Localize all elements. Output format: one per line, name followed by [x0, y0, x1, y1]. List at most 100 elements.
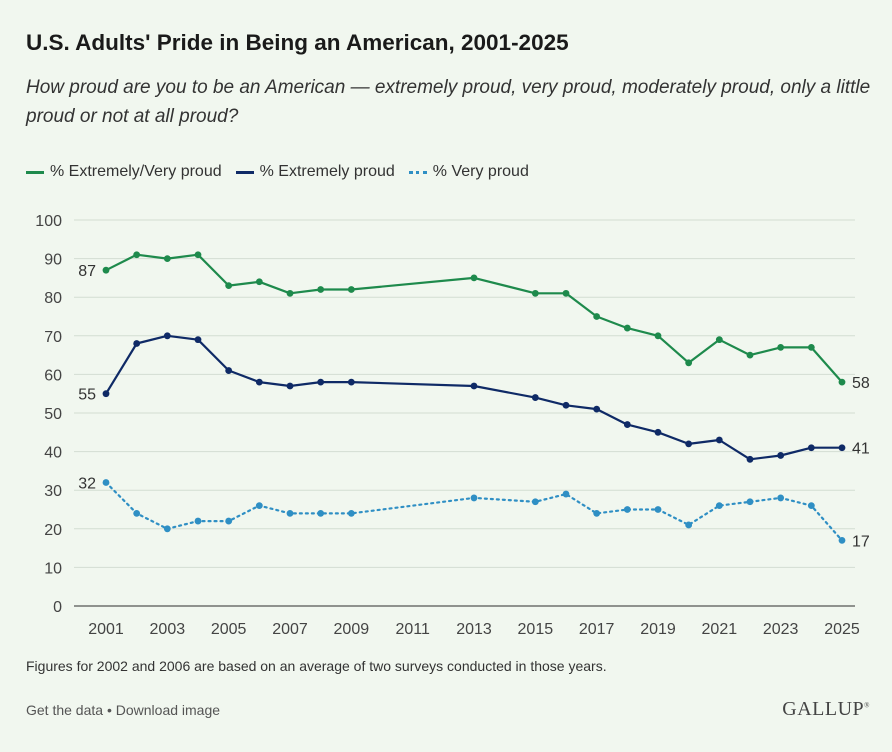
data-point: [623, 506, 631, 513]
legend-swatch-extremely-very: [26, 170, 44, 174]
data-point: [838, 536, 846, 544]
data-point: [102, 390, 110, 398]
data-point: [654, 428, 662, 436]
data-point: [194, 517, 202, 525]
y-tick-label: 40: [44, 445, 62, 462]
data-point: [225, 517, 233, 525]
data-point: [286, 289, 294, 297]
x-tick-label: 2007: [272, 621, 308, 638]
data-point: [163, 332, 171, 340]
data-point: [225, 282, 233, 290]
data-point: [593, 509, 601, 517]
x-tick-label: 2017: [579, 621, 615, 638]
y-tick-label: 10: [44, 560, 62, 577]
legend-label-very: % Very proud: [432, 163, 529, 180]
data-point: [531, 498, 539, 506]
x-tick-label: 2013: [456, 621, 492, 638]
data-point: [838, 378, 846, 386]
data-point: [531, 289, 539, 297]
data-point: [347, 378, 355, 386]
data-point: [746, 351, 754, 359]
data-point: [255, 502, 263, 510]
data-point: [562, 289, 570, 297]
x-tick-label: 2005: [211, 621, 247, 638]
data-point: [685, 521, 693, 529]
data-point: [317, 286, 325, 293]
y-tick-label: 50: [44, 406, 62, 423]
x-tick-label: 2023: [763, 621, 799, 638]
legend-label-extremely: % Extremely proud: [259, 163, 395, 180]
data-point: [286, 509, 294, 517]
legend-item-extremely-very: % Extremely/Very proud: [26, 163, 222, 181]
legend-swatch-very: [408, 170, 427, 174]
data-point: [746, 498, 754, 506]
x-tick-label: 2019: [640, 621, 676, 638]
data-point: [807, 343, 815, 351]
data-label-start: 87: [78, 263, 96, 280]
data-point: [102, 266, 110, 274]
data-point: [133, 340, 141, 347]
data-point: [807, 444, 815, 452]
data-point: [623, 421, 631, 428]
data-point: [194, 251, 202, 259]
data-label-end: 58: [852, 375, 870, 392]
data-point: [102, 479, 110, 486]
y-tick-label: 80: [44, 290, 62, 307]
data-point: [685, 440, 693, 448]
x-tick-label: 2015: [518, 621, 554, 638]
data-point: [777, 452, 785, 459]
data-point: [286, 382, 294, 390]
data-point: [593, 405, 601, 413]
data-label-start: 32: [78, 475, 96, 492]
data-point: [623, 324, 631, 332]
data-point: [133, 509, 141, 517]
legend-label-extremely-very: % Extremely/Very proud: [50, 163, 222, 180]
data-point: [194, 336, 202, 344]
data-point: [317, 378, 325, 386]
data-point: [562, 401, 570, 409]
data-point: [163, 255, 171, 262]
data-point: [163, 525, 171, 533]
data-point: [715, 336, 723, 344]
data-point: [838, 444, 846, 452]
x-tick-label: 2011: [395, 621, 430, 638]
data-point: [654, 332, 662, 340]
data-point: [347, 509, 355, 517]
data-point: [807, 502, 815, 510]
chart-legend: % Extremely/Very proud % Extremely proud…: [26, 163, 529, 181]
data-label-start: 55: [78, 387, 96, 404]
data-point: [317, 509, 325, 517]
data-point: [470, 382, 478, 390]
legend-item-extremely: % Extremely proud: [235, 163, 395, 181]
x-tick-label: 2001: [88, 621, 124, 638]
y-tick-label: 90: [44, 252, 62, 269]
y-tick-label: 30: [44, 483, 62, 500]
get-data-link[interactable]: Get the data: [26, 702, 104, 718]
chart-title: U.S. Adults' Pride in Being an American,…: [26, 30, 569, 55]
x-tick-label: 2003: [150, 621, 186, 638]
data-point: [685, 359, 693, 367]
data-point: [347, 286, 355, 293]
data-label-end: 17: [852, 533, 870, 550]
footer-links: Get the data • Download image: [26, 702, 220, 718]
download-image-link[interactable]: Download image: [115, 702, 221, 718]
data-point: [531, 394, 539, 401]
y-tick-label: 70: [44, 329, 62, 346]
series-line-1: [105, 334, 842, 461]
x-tick-label: 2025: [824, 621, 860, 638]
line-chart: 0 10 20 30 40 50 60 70 80 90 100 2001 2003 2005 2007 20…: [35, 213, 870, 638]
link-separator: •: [106, 702, 112, 718]
series-line-2: [104, 481, 844, 542]
data-point: [593, 313, 601, 320]
data-label-end: 41: [852, 441, 870, 458]
data-point: [777, 494, 785, 502]
series-line-0: [105, 253, 843, 383]
data-point: [133, 251, 141, 259]
data-point: [255, 378, 263, 386]
legend-item-very: % Very proud: [408, 163, 529, 181]
data-point: [470, 494, 478, 502]
y-tick-label: 20: [44, 522, 62, 539]
data-point: [746, 455, 754, 463]
data-point: [654, 506, 662, 513]
data-point: [470, 274, 478, 282]
